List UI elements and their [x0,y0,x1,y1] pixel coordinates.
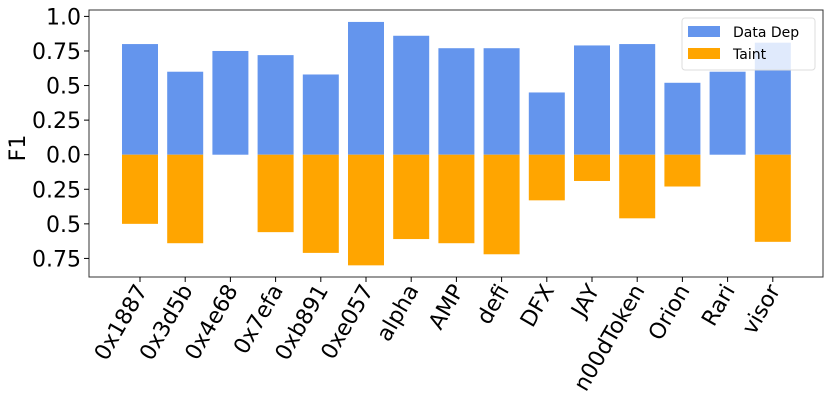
x-tick-label: alpha [372,281,424,346]
legend-label-taint: Taint [732,47,767,63]
y-tick-label: 0.5 [46,213,81,238]
bar-taint-dfx [528,154,565,201]
x-tick-label: JAY [566,280,605,323]
bar-taint-0xe057 [348,154,384,266]
bar-data-dep-orion [664,82,701,155]
y-axis-label: F1 [6,135,31,162]
bar-data-dep-0x1887 [122,44,158,155]
x-tick-label: Orion [644,281,696,345]
legend-swatch-data-dep [688,26,720,37]
x-tick-label: defi [472,281,514,329]
x-tick-label: Rari [697,281,740,331]
bar-taint-visor [754,154,791,242]
bar-taint-0x7efa [257,154,294,233]
y-tick-label: 0.25 [32,109,81,134]
y-tick-label: 0.5 [46,75,81,100]
legend-swatch-taint [688,48,720,59]
bar-taint-defi [483,154,520,255]
bar-data-dep-defi [483,48,520,155]
bar-data-dep-0xb891 [302,74,339,155]
x-tick-label: AMP [424,281,469,334]
bar-taint-jay [574,154,610,181]
y-tick-label: 0.25 [32,178,81,203]
legend: Data Dep Taint [681,17,816,71]
legend-label-data-dep: Data Dep [733,25,799,41]
bar-taint-alpha [393,154,430,240]
bar-data-dep-rari [709,71,746,155]
bar-data-dep-0x7efa [257,55,294,155]
bar-data-dep-amp [438,48,475,155]
y-tick-label: 0.75 [32,40,81,65]
bar-taint-0x3d5b [167,154,204,244]
bar-data-dep-0x4e68 [212,50,249,155]
bar-taint-n00dtoken [619,154,656,219]
bar-data-dep-0xe057 [348,21,384,155]
bar-data-dep-n00dtoken [619,44,656,155]
x-tick-label: DFX [516,281,560,332]
bar-taint-0x1887 [122,154,158,224]
bar-data-dep-dfx [528,92,565,155]
bar-taint-orion [664,154,701,187]
bar-data-dep-alpha [393,35,430,155]
y-tick-label: 0.0 [46,144,81,169]
y-tick-label: 0.75 [32,247,81,272]
bar-data-dep-jay [574,45,610,155]
y-tick-label: 1.0 [46,5,81,30]
x-tick-label: visor [738,280,787,339]
bar-taint-0xb891 [302,154,339,253]
bar-data-dep-0x3d5b [167,71,204,155]
bar-taint-amp [438,154,475,244]
